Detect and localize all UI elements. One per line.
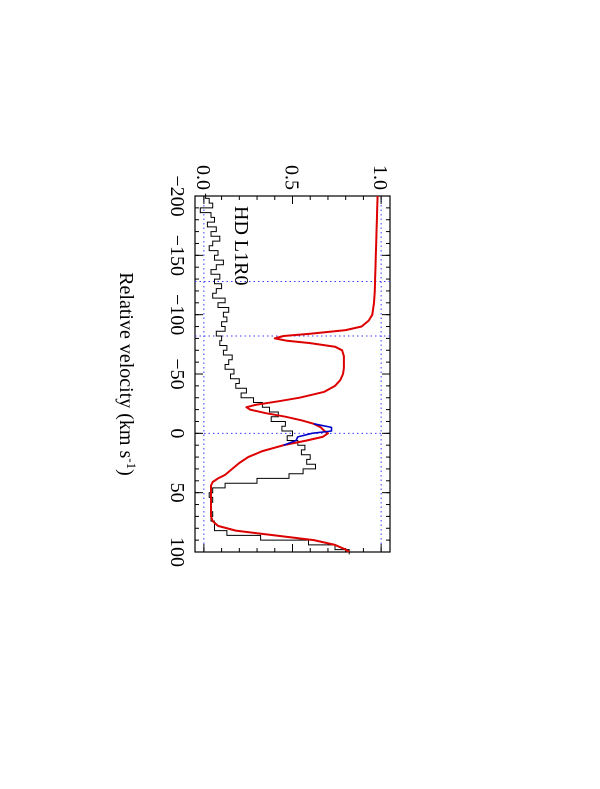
x-tick-label-0: −200 <box>166 175 188 216</box>
reference-lines <box>195 196 390 552</box>
x-tick-label-5: 50 <box>166 483 188 503</box>
plot-frame <box>194 195 391 553</box>
x-tick-label-3: −50 <box>166 358 188 389</box>
x-tick-label-6: 100 <box>166 537 188 567</box>
series-layer <box>199 193 379 555</box>
series-model-fit <box>210 195 379 553</box>
y-tick-labels: 0.0 0.5 1.0 <box>192 165 391 190</box>
x-axis-label-sup: -1 <box>124 458 139 469</box>
y-tick-label-2: 1.0 <box>369 165 391 190</box>
x-tick-label-4: 0 <box>166 428 188 438</box>
chart-annotation: HD L1R0 <box>230 206 252 285</box>
axis-ticks <box>195 195 390 553</box>
y-tick-label-0: 0.0 <box>192 165 214 190</box>
x-tick-label-1: −150 <box>166 235 188 276</box>
x-axis-label-close: ) <box>115 469 137 476</box>
x-tick-label-2: −100 <box>166 294 188 335</box>
x-axis-label: Relative velocity (km s-1) <box>115 272 139 476</box>
x-tick-labels: −200 −150 −100 −50 0 50 100 <box>166 175 188 567</box>
series-observed-histogram <box>199 193 350 555</box>
y-tick-label-1: 0.5 <box>281 165 303 190</box>
series-model-fit-alt <box>283 423 333 446</box>
